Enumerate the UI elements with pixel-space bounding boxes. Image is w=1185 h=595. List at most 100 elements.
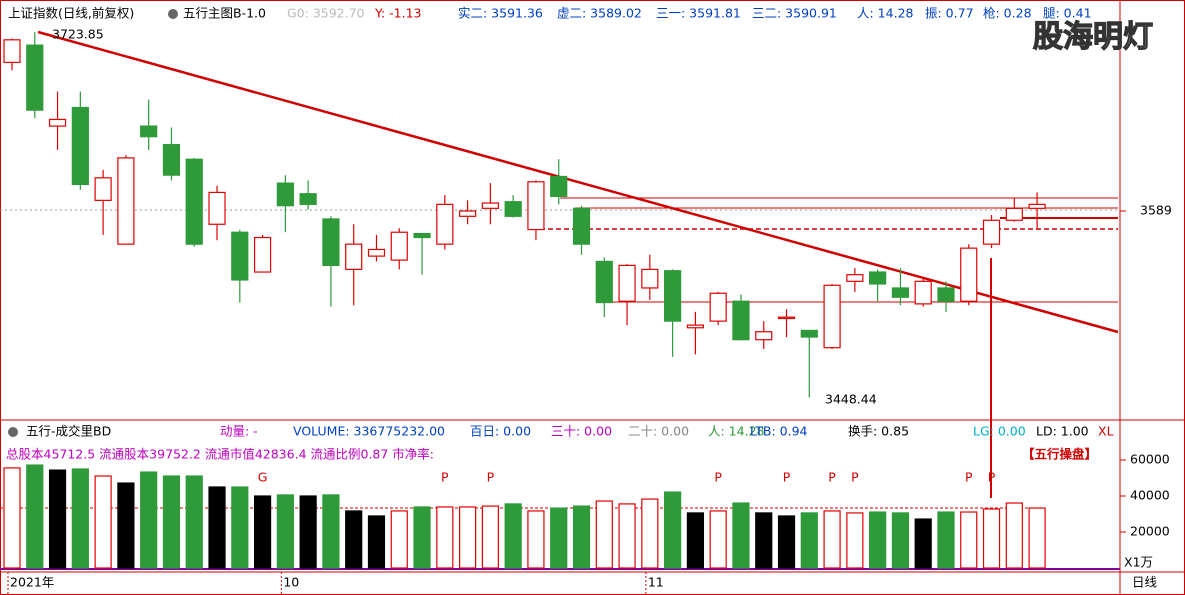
signal-marker: P: [487, 470, 495, 485]
candle-body: [345, 243, 363, 270]
header-value: 实二: 3591.36: [458, 6, 543, 21]
candle-body: [3, 39, 21, 63]
candle-body: [755, 331, 773, 341]
volume-bar: [390, 510, 408, 569]
volume-bar: [26, 464, 44, 569]
candle-body: [1005, 207, 1023, 221]
candle-body: [982, 219, 1001, 245]
volume-value: 换手: 0.85: [848, 424, 909, 439]
header-value: 枪: 0.28: [983, 6, 1032, 21]
signal-marker: G: [258, 470, 268, 485]
y-tick-label: 3589: [1140, 202, 1172, 217]
icon: [168, 9, 178, 19]
candle-body: [664, 270, 682, 322]
candle-body: [117, 157, 135, 245]
volume-bar: [504, 503, 522, 569]
candle-body: [367, 248, 386, 257]
y-unit: X1万: [1124, 555, 1153, 570]
x-tick-label: 2021年: [10, 575, 54, 590]
period: 日线: [1132, 575, 1158, 590]
signal-marker: P: [828, 470, 836, 485]
candle-body: [572, 207, 591, 245]
signal-marker: P: [851, 470, 859, 485]
x-tick-label: 11: [648, 575, 664, 590]
header-value: 振: 0.77: [925, 6, 974, 21]
candle-body: [800, 329, 818, 338]
y-tick-label: 20000: [1130, 524, 1170, 539]
volume-bar: [367, 515, 386, 569]
candle-body: [48, 118, 67, 127]
volume-value: 人: 14.28: [708, 424, 765, 439]
candle-body: [436, 203, 454, 245]
x-tick-label: 10: [283, 575, 299, 590]
volume-bar: [618, 503, 636, 569]
volume-info: 总股本45712.5 流通股本39752.2 流通市值42836.4 流通比例0…: [6, 447, 434, 462]
volume-bar: [481, 505, 499, 569]
volume-bar: [572, 505, 591, 569]
candle-body: [550, 175, 568, 197]
volume-bar: [641, 498, 659, 569]
y-tick-label: 40000: [1130, 488, 1170, 503]
candle-body: [937, 287, 955, 302]
volume-bar: [891, 512, 910, 569]
volume-bar: [140, 471, 158, 569]
candle-body: [527, 181, 545, 231]
volume-bar: [48, 469, 67, 569]
volume-bar: [664, 491, 682, 569]
volume-value: LD: 1.00: [1036, 424, 1089, 439]
high-label: 3723.85: [52, 27, 104, 42]
volume-bar: [1028, 507, 1046, 569]
candle-body: [413, 232, 431, 239]
candle-body: [618, 264, 636, 302]
candle-body: [846, 274, 864, 282]
volume-bar: [1005, 502, 1023, 569]
volume-bar: [345, 510, 363, 569]
volume-bar: [960, 511, 978, 569]
volume-bar: [527, 510, 545, 569]
volume-bar: [777, 515, 796, 569]
candle-body: [869, 271, 887, 285]
volume-value: VOLUME: 336775232.00: [293, 424, 445, 439]
candle-body: [686, 324, 705, 329]
candle-body: [94, 177, 112, 201]
volume-bar: [94, 475, 112, 569]
candle-body: [390, 231, 408, 261]
candle-body: [299, 193, 317, 205]
volume-bar: [755, 512, 773, 569]
volume-bar: [550, 507, 568, 569]
candle-body: [459, 210, 477, 217]
volume-value: 二十: 0.00: [628, 424, 689, 439]
volume-bar: [185, 475, 203, 569]
signal-marker: P: [783, 470, 791, 485]
signal-marker: P: [965, 470, 973, 485]
header-value: 人: 14.28: [857, 6, 914, 21]
volume-bar: [846, 512, 864, 569]
candle-body: [891, 287, 910, 298]
badge: 【五行操盘】: [1022, 447, 1097, 462]
watermark: 股海明灯: [1033, 20, 1153, 55]
volume-bar: [732, 502, 750, 569]
candle-body: [253, 236, 272, 273]
icon: [8, 427, 18, 437]
volume-bar: [162, 475, 181, 569]
candle-body: [595, 260, 613, 304]
candle-body: [162, 144, 181, 176]
candle-body: [231, 231, 249, 281]
candle-body: [823, 284, 841, 349]
candle-body: [777, 316, 796, 320]
volume-bar: [686, 512, 705, 569]
header-value: Y: -1.13: [374, 6, 422, 21]
signal-marker: P: [441, 470, 449, 485]
candle-body: [140, 125, 158, 138]
candle-body: [1028, 203, 1046, 209]
volume-bar: [914, 518, 932, 569]
candle-body: [960, 247, 978, 302]
indicator: 五行主图B-1.0: [183, 6, 266, 21]
volume-bar: [823, 510, 841, 569]
y-tick-label: 60000: [1130, 452, 1170, 467]
candle-body: [322, 218, 340, 266]
volume-bar: [208, 486, 226, 569]
volume-bar: [709, 510, 727, 569]
candle-body: [185, 158, 203, 245]
symbol: 上证指数(日线,前复权): [8, 6, 134, 21]
